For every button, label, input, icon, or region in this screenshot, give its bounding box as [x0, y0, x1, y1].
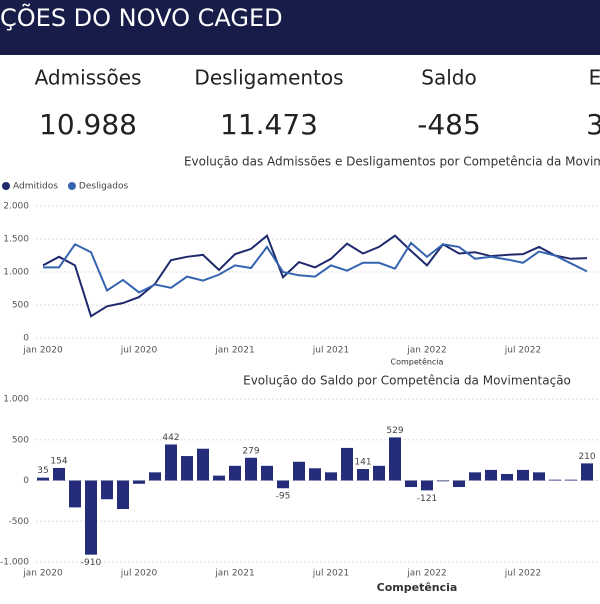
x-tick-label: jan 2021 — [214, 346, 255, 356]
x-tick-label: jan 2020 — [22, 569, 63, 579]
x-tick-label: jan 2021 — [214, 569, 255, 579]
data-label: 35 — [37, 466, 48, 476]
bar — [517, 469, 529, 481]
bar — [149, 472, 161, 481]
x-tick-label: jul 2021 — [312, 346, 349, 356]
x-tick-label: jul 2020 — [120, 346, 158, 356]
bar — [85, 480, 97, 555]
data-label: 279 — [242, 446, 259, 456]
data-label: 141 — [354, 458, 371, 468]
bar — [165, 444, 177, 481]
bar — [373, 465, 385, 481]
x-tick-label: jul 2021 — [312, 569, 349, 579]
bar — [325, 472, 337, 481]
x-tick-label: jul 2020 — [120, 569, 158, 579]
series-line — [42, 234, 588, 318]
kpi-value: 3 — [586, 108, 600, 141]
bar — [277, 480, 289, 489]
chart-title: Evolução das Admissões e Desligamentos p… — [184, 155, 600, 169]
header-bar — [0, 0, 600, 55]
bar — [53, 467, 65, 481]
data-label: -95 — [276, 492, 291, 502]
legend-marker — [67, 182, 76, 190]
legend-label: Desligados — [79, 182, 129, 192]
header-title: ÇÕES DO NOVO CAGED — [0, 2, 283, 32]
data-label: 442 — [162, 433, 179, 443]
y-tick-label: -1.000 — [0, 558, 29, 568]
y-tick-label: 2.000 — [3, 202, 29, 212]
bar — [405, 480, 417, 488]
bar — [533, 472, 545, 481]
data-label: -910 — [81, 558, 102, 568]
bar — [37, 477, 49, 481]
kpi-value: -485 — [417, 108, 481, 141]
kpi-label: Desligamentos — [194, 66, 343, 90]
bar — [357, 469, 369, 481]
bar — [581, 463, 593, 481]
y-tick-label: 0 — [23, 476, 29, 486]
bar — [485, 469, 497, 481]
legend-marker — [2, 182, 10, 190]
bar — [453, 480, 465, 488]
x-tick-label: jan 2022 — [406, 569, 447, 579]
bar — [469, 472, 481, 481]
kpi-value: 11.473 — [220, 108, 318, 141]
series-line — [43, 241, 588, 294]
y-tick-label: -500 — [9, 517, 30, 527]
y-tick-label: 0 — [23, 334, 29, 344]
kpi-label: Admissões — [35, 66, 142, 90]
x-axis-title: Competência — [377, 581, 458, 594]
bar — [117, 480, 129, 510]
bar — [549, 479, 561, 481]
data-label: 529 — [386, 426, 403, 436]
data-label: 210 — [578, 452, 595, 462]
y-tick-label: 500 — [12, 435, 29, 445]
bar — [341, 447, 353, 481]
bar — [245, 457, 257, 481]
bar — [261, 465, 273, 481]
chart-title: Evolução do Saldo por Competência da Mov… — [243, 374, 571, 388]
bar — [565, 479, 577, 481]
y-tick-label: 500 — [12, 301, 29, 311]
bar — [389, 437, 401, 481]
x-axis-title: Competência — [391, 357, 444, 367]
data-label: -121 — [417, 494, 437, 504]
y-tick-label: 1.000 — [3, 268, 29, 278]
x-tick-label: jul 2022 — [504, 569, 541, 579]
y-tick-label: 1.000 — [3, 395, 29, 405]
data-label: 154 — [50, 456, 67, 466]
bar — [197, 448, 209, 481]
y-tick-label: 1.500 — [3, 235, 29, 245]
bar — [69, 480, 81, 508]
bar — [309, 468, 321, 481]
kpi-label: E — [589, 66, 600, 90]
bar — [229, 465, 241, 481]
legend-label: Admitidos — [13, 182, 58, 192]
bar — [101, 480, 113, 500]
bar — [421, 480, 433, 491]
bar — [181, 456, 193, 481]
x-tick-label: jan 2020 — [22, 346, 63, 356]
bar — [133, 480, 145, 484]
x-tick-label: jan 2022 — [406, 346, 447, 356]
bar — [437, 480, 449, 482]
bar — [501, 473, 513, 481]
x-tick-label: jul 2022 — [504, 346, 541, 356]
kpi-label: Saldo — [421, 66, 476, 90]
kpi-value: 10.988 — [39, 108, 137, 141]
bar — [213, 475, 225, 481]
bar — [293, 461, 305, 481]
